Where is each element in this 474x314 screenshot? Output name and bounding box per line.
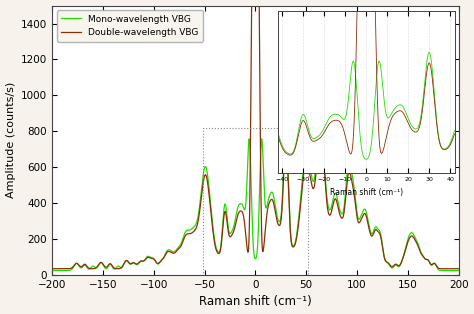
Double-wavelength VBG <box>146 256 152 259</box>
Double-wavelength VBG <box>49 267 55 271</box>
Mono-wavelength VBG <box>456 269 462 273</box>
Mono-wavelength VBG <box>202 165 208 168</box>
Mono-wavelength VBG <box>231 222 237 226</box>
Y-axis label: Amplitude (counts/s): Amplitude (counts/s) <box>6 82 16 198</box>
Double-wavelength VBG <box>148 257 154 260</box>
Double-wavelength VBG <box>144 256 149 260</box>
Mono-wavelength VBG <box>144 255 149 259</box>
Double-wavelength VBG <box>202 173 208 177</box>
Mono-wavelength VBG <box>148 256 154 259</box>
Double-wavelength VBG <box>453 267 458 271</box>
Double-wavelength VBG <box>456 267 462 271</box>
Line: Mono-wavelength VBG: Mono-wavelength VBG <box>52 124 459 271</box>
Legend: Mono-wavelength VBG, Double-wavelength VBG: Mono-wavelength VBG, Double-wavelength V… <box>57 10 203 42</box>
Mono-wavelength VBG <box>49 269 55 273</box>
Line: Double-wavelength VBG: Double-wavelength VBG <box>52 0 459 269</box>
Bar <box>202 128 308 275</box>
Mono-wavelength VBG <box>146 255 152 258</box>
X-axis label: Raman shift (cm⁻¹): Raman shift (cm⁻¹) <box>199 295 312 308</box>
Double-wavelength VBG <box>231 227 237 231</box>
Mono-wavelength VBG <box>318 122 323 126</box>
Mono-wavelength VBG <box>453 269 458 273</box>
